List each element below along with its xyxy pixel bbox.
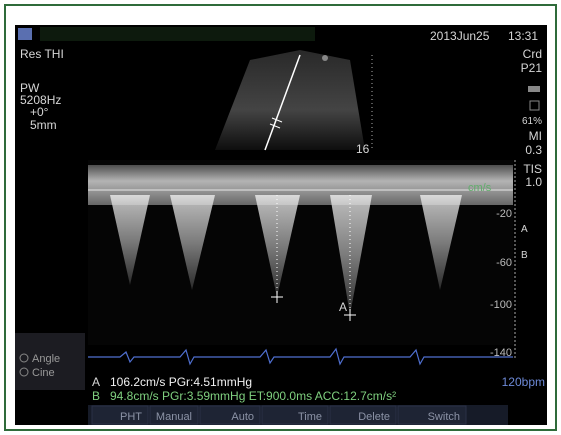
measure-a: 106.2cm/s PGr:4.51mmHg xyxy=(110,375,252,389)
toolbar-label[interactable]: Time xyxy=(298,411,322,423)
tis-value: 1.0 xyxy=(525,175,542,189)
toolbar-label[interactable]: Auto xyxy=(231,411,254,423)
heart-rate: 120bpm xyxy=(502,375,545,389)
date: 2013Jun25 xyxy=(430,29,490,43)
battery-icon xyxy=(528,86,540,92)
icon-label: B xyxy=(521,250,528,261)
measure-b: 94.8cm/s PGr:3.59mmHg ET:900.0ms ACC:12.… xyxy=(110,389,396,403)
menu-item[interactable]: Angle xyxy=(32,353,60,365)
power: 61% xyxy=(522,116,542,127)
logo xyxy=(18,28,32,40)
toolbar-label[interactable]: PHT xyxy=(120,411,142,423)
mi-label: MI xyxy=(529,129,542,143)
measure-a-label: A xyxy=(92,375,100,389)
marker: A xyxy=(339,300,347,314)
icon-label: A xyxy=(521,224,528,235)
preset: Crd xyxy=(523,47,542,61)
time: 13:31 xyxy=(508,29,538,43)
toolbar-label[interactable]: Delete xyxy=(358,411,390,423)
toolbar-label[interactable]: Switch xyxy=(428,411,460,423)
angle: +0° xyxy=(30,105,49,119)
status-bar xyxy=(40,27,315,41)
menu-item[interactable]: Cine xyxy=(32,367,55,379)
depth: 16 xyxy=(356,142,370,156)
tis-label: TIS xyxy=(523,162,542,176)
scale-label: -60 xyxy=(496,257,512,269)
probe: P21 xyxy=(521,61,543,75)
measure-b-label: B xyxy=(92,389,100,403)
gate: 5mm xyxy=(30,118,57,132)
mi-value: 0.3 xyxy=(525,143,542,157)
scale-label: -20 xyxy=(496,208,512,220)
unit: cm/s xyxy=(468,182,492,194)
scale-label: -100 xyxy=(490,299,512,311)
toolbar-label[interactable]: Manual xyxy=(156,411,192,423)
mode: Res THI xyxy=(20,47,64,61)
dot xyxy=(322,55,328,61)
screen: 2013Jun25 13:31 Res THI PW 5208Hz +0° 5m… xyxy=(0,0,561,435)
